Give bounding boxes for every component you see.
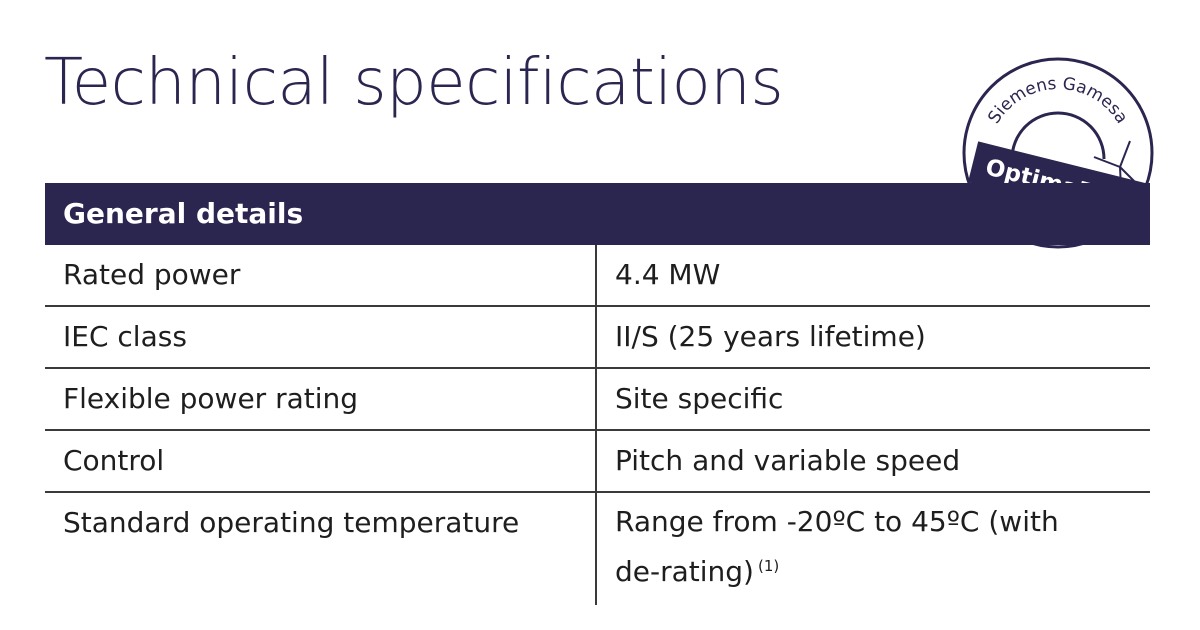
section-header: General details — [45, 183, 1150, 245]
spec-rows: Rated power 4.4 MW IEC class II/S (25 ye… — [45, 245, 1150, 605]
table-row: Standard operating temperature Range fro… — [45, 493, 1150, 605]
row-value: Range from -20ºC to 45ºC (with de-rating… — [615, 505, 1059, 588]
footnote-marker: (1) — [757, 556, 780, 575]
row-value: Site specific — [615, 382, 784, 415]
row-value: Pitch and variable speed — [615, 444, 961, 477]
row-label: Rated power — [45, 245, 597, 305]
row-value: II/S (25 years lifetime) — [615, 320, 926, 353]
spec-table: General details Rated power 4.4 MW IEC c… — [45, 183, 1150, 605]
table-row: IEC class II/S (25 years lifetime) — [45, 307, 1150, 369]
row-value-with-footnote: Range from -20ºC to 45ºC (with de-rating… — [597, 493, 1148, 605]
row-label: IEC class — [45, 307, 597, 367]
table-row: Flexible power rating Site specific — [45, 369, 1150, 431]
row-label: Standard operating temperature — [45, 493, 597, 605]
table-row: Control Pitch and variable speed — [45, 431, 1150, 493]
table-row: Rated power 4.4 MW — [45, 245, 1150, 307]
row-label: Flexible power rating — [45, 369, 597, 429]
row-label: Control — [45, 431, 597, 491]
row-value: 4.4 MW — [615, 258, 721, 291]
page-title: Technical specifications — [44, 46, 784, 120]
